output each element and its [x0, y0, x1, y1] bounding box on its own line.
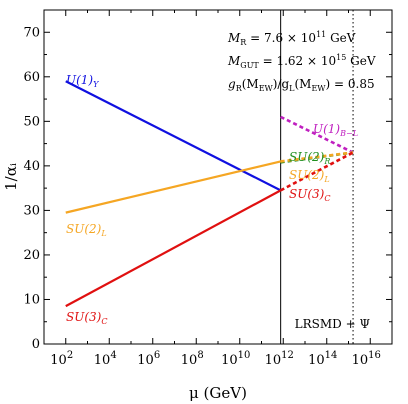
- model-label: LRSMD + Ψ: [295, 317, 371, 331]
- annotation-0: MR = 7.6 × 1011 GeV: [227, 30, 356, 47]
- series-line-2: [65, 189, 282, 308]
- series-label-5: SU(2)L: [289, 168, 330, 184]
- series-label-4: SU(2)R: [289, 150, 330, 166]
- series-line-5: [280, 151, 354, 163]
- x-axis-title: μ (GeV): [189, 384, 247, 402]
- x-tick-label: 102: [50, 350, 73, 368]
- series-label-3: U(1)B−L: [313, 122, 358, 138]
- y-tick-label: 0: [32, 337, 40, 352]
- x-tick-label: 1016: [352, 350, 381, 368]
- x-tick-label: 1012: [265, 350, 294, 368]
- x-tick-label: 1014: [308, 350, 337, 368]
- y-tick-label: 70: [23, 25, 40, 40]
- y-tick-label: 30: [23, 203, 40, 218]
- annotation-2: gR(MEW)/gL(MEW) = 0.85: [228, 77, 375, 93]
- y-tick-label: 20: [23, 248, 40, 263]
- series-label-1: SU(2)L: [66, 222, 107, 238]
- y-tick-label: 50: [23, 114, 40, 129]
- x-tick-label: 104: [94, 350, 117, 368]
- x-tick-label: 106: [137, 350, 160, 368]
- series-label-0: U(1)Y: [66, 73, 99, 89]
- x-tick-label: 1010: [221, 350, 250, 368]
- y-tick-label: 40: [23, 159, 40, 174]
- series-label-2: SU(3)C: [66, 310, 107, 326]
- annotation-1: MGUT = 1.62 × 1015 GeV: [227, 53, 376, 70]
- y-tick-label: 10: [23, 292, 40, 307]
- series-label-6: SU(3)C: [289, 187, 330, 203]
- y-axis-title: 1/αᵢ: [2, 163, 20, 191]
- y-tick-label: 60: [23, 70, 40, 85]
- x-tick-label: 108: [181, 350, 204, 368]
- series-line-0: [65, 80, 282, 192]
- series-line-1: [65, 160, 281, 214]
